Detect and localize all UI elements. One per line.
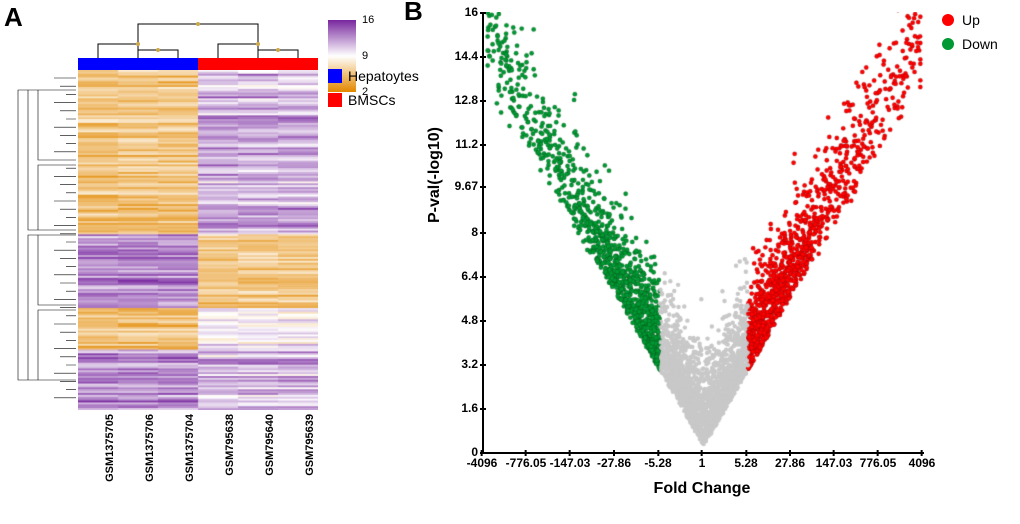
sample-label: GSM795639 bbox=[304, 414, 316, 476]
volcano-legend: Up Down bbox=[942, 10, 998, 58]
legend-up: Up bbox=[942, 10, 998, 30]
legend-hepatoytes-label: Hepatoytes bbox=[348, 66, 419, 86]
panel-a: A GSM13 bbox=[0, 0, 420, 524]
scale-tick-mid: 9 bbox=[362, 50, 368, 62]
y-tick: 8 bbox=[444, 225, 478, 239]
x-tick: -147.03 bbox=[550, 456, 591, 470]
y-tick: 12.8 bbox=[444, 93, 478, 107]
x-axis-title: Fold Change bbox=[482, 480, 922, 498]
legend-bmscs: BMSCs bbox=[328, 90, 419, 110]
sample-label: GSM1375706 bbox=[144, 414, 156, 482]
y-tick: 9.67 bbox=[444, 179, 478, 193]
panel-b-label: B bbox=[404, 0, 423, 27]
x-tick: 5.28 bbox=[734, 456, 757, 470]
y-tick: 3.2 bbox=[444, 357, 478, 371]
y-tick: 6.4 bbox=[444, 269, 478, 283]
y-tick: 16 bbox=[444, 5, 478, 19]
group-color-bar bbox=[78, 58, 318, 70]
heatmap bbox=[78, 70, 318, 410]
x-tick: -5.28 bbox=[644, 456, 671, 470]
x-tick: 147.03 bbox=[816, 456, 853, 470]
sample-label: GSM1375704 bbox=[184, 414, 196, 482]
sample-label: GSM795640 bbox=[264, 414, 276, 476]
x-tick: 4096 bbox=[909, 456, 936, 470]
panel-a-label: A bbox=[4, 2, 23, 33]
x-tick: -776.05 bbox=[506, 456, 547, 470]
sample-label: GSM795638 bbox=[224, 414, 236, 476]
legend-hepatoytes: Hepatoytes bbox=[328, 66, 419, 86]
x-tick: 776.05 bbox=[860, 456, 897, 470]
x-tick: 1 bbox=[699, 456, 706, 470]
y-axis-title: P-val(-log10) bbox=[426, 127, 444, 223]
legend-down: Down bbox=[942, 34, 998, 54]
panel-b: B P-val(-log10) Fold Change 01.63.24.86.… bbox=[420, 0, 1020, 524]
figure-root: A GSM13 bbox=[0, 0, 1020, 524]
y-tick: 4.8 bbox=[444, 313, 478, 327]
y-tick: 14.4 bbox=[444, 49, 478, 63]
group-legend: Hepatoytes BMSCs bbox=[328, 66, 419, 114]
sample-labels: GSM1375705 GSM1375706 GSM1375704 GSM795638 G… bbox=[78, 414, 318, 514]
column-dendrogram bbox=[78, 14, 318, 58]
sample-label: GSM1375705 bbox=[104, 414, 116, 482]
x-tick: -4096 bbox=[467, 456, 498, 470]
legend-bmscs-label: BMSCs bbox=[348, 90, 395, 110]
x-tick: 27.86 bbox=[775, 456, 805, 470]
y-tick: 1.6 bbox=[444, 401, 478, 415]
row-dendrogram bbox=[14, 70, 76, 410]
legend-up-label: Up bbox=[962, 10, 980, 30]
x-tick: -27.86 bbox=[597, 456, 631, 470]
volcano-plot bbox=[482, 12, 924, 454]
legend-down-label: Down bbox=[962, 34, 998, 54]
y-tick: 11.2 bbox=[444, 137, 478, 151]
scale-tick-max: 16 bbox=[362, 14, 374, 26]
